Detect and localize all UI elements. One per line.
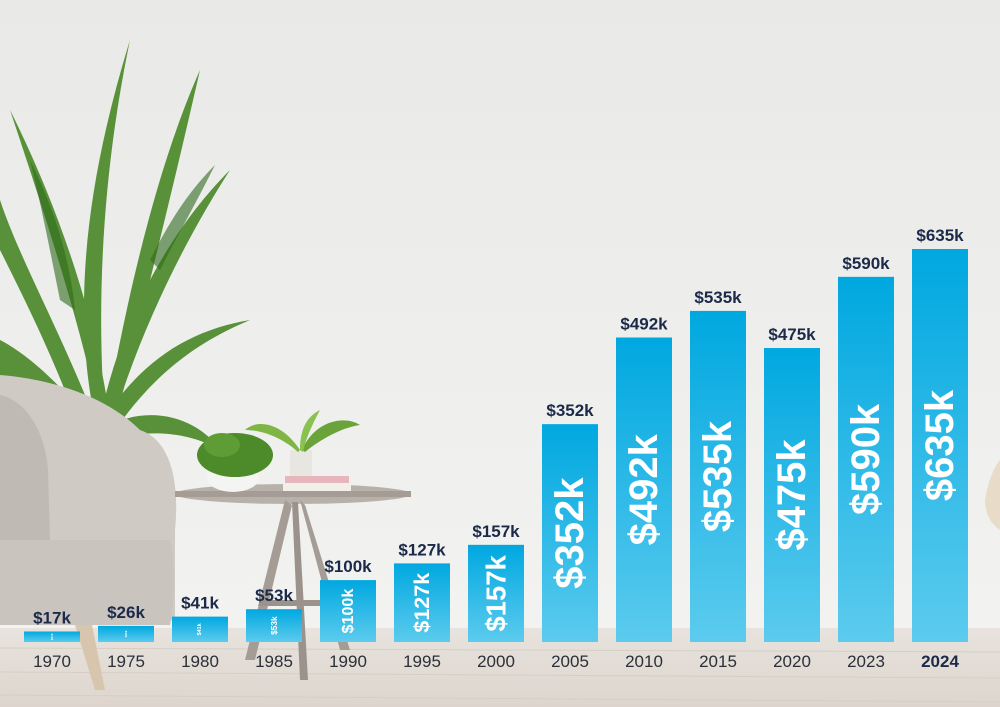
bar-2024 bbox=[912, 249, 968, 642]
value-label-2024: $635k bbox=[916, 226, 964, 245]
books-and-plant-icon bbox=[245, 410, 360, 491]
bar-inner-label-2023: $590k bbox=[844, 403, 888, 515]
value-label-1990: $100k bbox=[324, 557, 372, 576]
value-label-2015: $535k bbox=[694, 288, 742, 307]
bar-inner-label-2020: $475k bbox=[770, 439, 814, 551]
bar-inner-label-2010: $492k bbox=[622, 433, 666, 545]
potted-plant-icon bbox=[197, 433, 273, 492]
x-tick-1990: 1990 bbox=[329, 652, 367, 671]
inner-labels-group: $17k $26k $41k $53k $100k $127k $157k $352k $492… bbox=[50, 389, 962, 640]
bar-inner-label-1980: $41k bbox=[197, 623, 203, 635]
x-tick-2000: 2000 bbox=[477, 652, 515, 671]
bar-1980 bbox=[172, 616, 228, 642]
bar-inner-label-1995: $127k bbox=[410, 573, 434, 633]
value-label-2023: $590k bbox=[842, 254, 890, 273]
x-tick-1995: 1995 bbox=[403, 652, 441, 671]
bar-inner-label-1975: $26k bbox=[124, 630, 128, 637]
x-tick-2005: 2005 bbox=[551, 652, 589, 671]
bar-inner-label-2024: $635k bbox=[918, 389, 962, 501]
bar-2005 bbox=[542, 424, 598, 642]
bar-inner-label-2005: $352k bbox=[548, 477, 592, 589]
value-label-1995: $127k bbox=[398, 540, 446, 559]
x-tick-1970: 1970 bbox=[33, 652, 71, 671]
right-edge-lamp-icon bbox=[985, 460, 1000, 530]
bar-2015 bbox=[690, 310, 746, 642]
x-tick-2010: 2010 bbox=[625, 652, 663, 671]
bar-2023 bbox=[838, 276, 894, 642]
bar-1985 bbox=[246, 609, 302, 642]
bar-inner-label-1985: $53k bbox=[269, 616, 279, 635]
bar-1990 bbox=[320, 580, 376, 642]
value-label-1980: $41k bbox=[181, 594, 219, 613]
value-label-2020: $475k bbox=[768, 325, 816, 344]
value-label-1975: $26k bbox=[107, 603, 145, 622]
bar-inner-label-1970: $17k bbox=[50, 633, 54, 640]
bar-2010 bbox=[616, 337, 672, 642]
value-label-2010: $492k bbox=[620, 315, 668, 334]
floor-boards bbox=[0, 647, 1000, 703]
bars-group bbox=[24, 249, 968, 642]
x-tick-2020: 2020 bbox=[773, 652, 811, 671]
x-tick-2023: 2023 bbox=[847, 652, 885, 671]
bar-2000 bbox=[468, 544, 524, 642]
bar-inner-label-2000: $157k bbox=[481, 554, 512, 631]
bar-inner-label-1990: $100k bbox=[339, 589, 357, 634]
value-label-2005: $352k bbox=[546, 401, 594, 420]
bar-1970 bbox=[24, 631, 80, 642]
x-tick-1980: 1980 bbox=[181, 652, 219, 671]
x-tick-1975: 1975 bbox=[107, 652, 145, 671]
palm-plant-shade bbox=[30, 160, 215, 310]
value-label-1970: $17k bbox=[33, 608, 71, 627]
armchair-icon bbox=[0, 375, 177, 690]
value-labels-group: $17k $26k $41k $53k $100k $127k $157k $352k $492… bbox=[33, 226, 964, 627]
bar-1995 bbox=[394, 563, 450, 642]
bar-inner-label-2015: $535k bbox=[696, 420, 740, 532]
bar-2020 bbox=[764, 348, 820, 642]
bar-1975 bbox=[98, 625, 154, 642]
value-label-2000: $157k bbox=[472, 522, 520, 541]
x-tick-1985: 1985 bbox=[255, 652, 293, 671]
x-tick-2024: 2024 bbox=[921, 652, 959, 671]
x-axis-ticks-group: 1970 1975 1980 1985 1990 1995 2000 2005 2010 2015… bbox=[33, 652, 959, 671]
value-label-1985: $53k bbox=[255, 586, 293, 605]
x-tick-2015: 2015 bbox=[699, 652, 737, 671]
